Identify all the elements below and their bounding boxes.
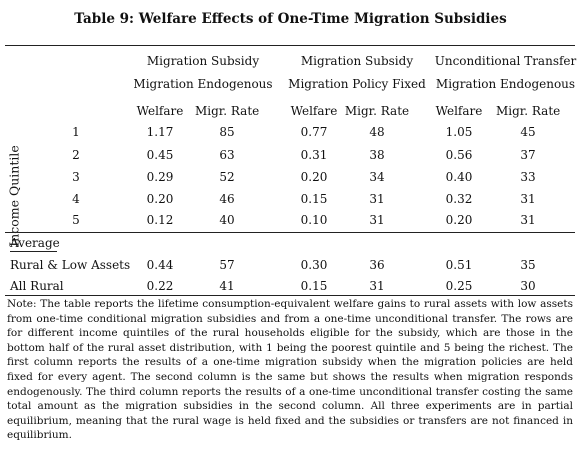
table-cell: 41 [195,279,259,293]
table-cell: 31 [344,279,410,293]
row-label: Rural & Low Assets [10,258,130,272]
table-cell: 57 [195,258,259,272]
table-cell: 0.40 [428,170,490,184]
subheader-migr-rate-2: Migr. Rate [344,104,410,118]
table-cell: 34 [344,170,410,184]
table-cell: 0.25 [428,279,490,293]
table-cell: 1.05 [428,125,490,139]
table-cell: 33 [496,170,560,184]
table-cell: 0.30 [283,258,345,272]
subheader-migr-rate-3: Migr. Rate [496,104,560,118]
table-cell: 46 [195,192,259,206]
table-note: Note: The table reports the lifetime con… [7,297,573,443]
table-cell: 0.20 [283,170,345,184]
row-label: 4 [66,192,86,206]
subheader-migr-rate-1: Migr. Rate [195,104,259,118]
table-cell: 0.56 [428,148,490,162]
table-cell: 35 [496,258,560,272]
bottom-rule [5,295,575,296]
table-cell: 0.77 [283,125,345,139]
table-title: Table 9: Welfare Effects of One-Time Mig… [0,11,581,27]
group-header-1-line2: Migration Endogenous [131,77,275,91]
table-cell: 31 [496,192,560,206]
group-header-3-line2: Migration Endogenous [433,77,578,91]
table-cell: 0.20 [129,192,191,206]
table-cell: 63 [195,148,259,162]
row-label: 1 [66,125,86,139]
table-cell: 0.45 [129,148,191,162]
average-label: Average [10,236,60,250]
subheader-welfare-3: Welfare [428,104,490,118]
table-cell: 0.20 [428,213,490,227]
group-header-3-line1: Unconditional Transfer [433,54,578,68]
table-cell: 40 [195,213,259,227]
table-cell: 0.29 [129,170,191,184]
table-cell: 1.17 [129,125,191,139]
table-cell: 0.22 [129,279,191,293]
table-cell: 0.12 [129,213,191,227]
row-label: 3 [66,170,86,184]
table-cell: 0.15 [283,279,345,293]
table-cell: 0.44 [129,258,191,272]
row-label: 2 [66,148,86,162]
table-cell: 38 [344,148,410,162]
table-cell: 37 [496,148,560,162]
group-header-2-line2: Migration Policy Fixed [283,77,431,91]
table-cell: 31 [344,213,410,227]
table-cell: 85 [195,125,259,139]
group-header-2-line1: Migration Subsidy [283,54,431,68]
table-cell: 45 [496,125,560,139]
table-cell: 30 [496,279,560,293]
table-cell: 0.51 [428,258,490,272]
row-label: All Rural [10,279,64,293]
table-cell: 52 [195,170,259,184]
subheader-welfare-1: Welfare [129,104,191,118]
subheader-welfare-2: Welfare [283,104,345,118]
table-cell: 0.32 [428,192,490,206]
top-rule [5,45,575,46]
table-cell: 31 [496,213,560,227]
row-label: 5 [66,213,86,227]
table-cell: 48 [344,125,410,139]
table-cell: 31 [344,192,410,206]
group-header-1-line1: Migration Subsidy [131,54,275,68]
average-underline [10,251,57,252]
table-cell: 0.31 [283,148,345,162]
table-cell: 36 [344,258,410,272]
mid-rule [5,232,575,233]
table-cell: 0.15 [283,192,345,206]
table-cell: 0.10 [283,213,345,227]
